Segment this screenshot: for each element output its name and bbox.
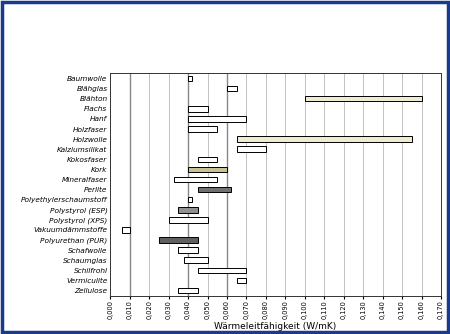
Bar <box>188 197 192 202</box>
Bar <box>237 146 266 152</box>
Bar <box>227 86 237 92</box>
Bar <box>188 76 192 81</box>
Text: Wärmeleitfähigkeit einiger Dämmmaterialien
im Vergleich: Wärmeleitfähigkeit einiger Dämmmateriali… <box>48 16 402 49</box>
Bar <box>305 96 422 102</box>
Bar <box>122 227 130 233</box>
Bar <box>188 116 247 122</box>
Bar <box>237 136 412 142</box>
Bar <box>198 157 217 162</box>
Bar <box>184 258 207 263</box>
Bar <box>178 288 198 293</box>
Bar <box>198 187 231 192</box>
Bar <box>178 207 198 212</box>
Bar <box>188 126 217 132</box>
Bar <box>237 278 247 283</box>
Bar <box>188 167 227 172</box>
Bar <box>178 247 198 253</box>
X-axis label: Wärmeleitfähigkeit (W/mK): Wärmeleitfähigkeit (W/mK) <box>215 322 337 331</box>
Bar <box>159 237 198 243</box>
Bar <box>169 217 207 223</box>
Bar <box>198 268 247 273</box>
Bar <box>188 106 207 112</box>
Bar <box>175 177 217 182</box>
